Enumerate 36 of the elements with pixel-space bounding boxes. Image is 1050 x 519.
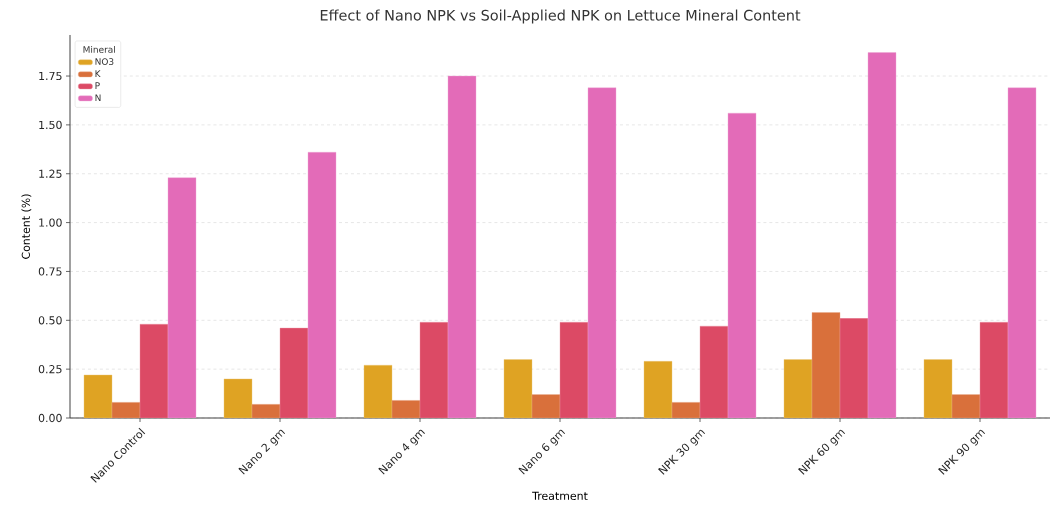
bar xyxy=(839,318,869,418)
bar xyxy=(1007,87,1037,418)
legend-label: NO3 xyxy=(95,58,114,65)
y-tick-label: 1.25 xyxy=(39,169,62,178)
bar xyxy=(447,75,477,418)
y-tick-label: 1.00 xyxy=(39,218,62,227)
bar xyxy=(811,312,841,418)
bar xyxy=(167,177,197,418)
bar xyxy=(727,112,757,418)
bar xyxy=(867,52,897,418)
bar xyxy=(559,322,589,418)
bar xyxy=(783,359,813,418)
y-axis-title: Content (%) xyxy=(21,194,32,259)
bar xyxy=(699,325,729,418)
y-tick-label: 0.00 xyxy=(38,413,62,423)
bar xyxy=(307,152,337,418)
bar xyxy=(363,365,393,418)
chart-title: Effect of Nano NPK vs Soil-Applied NPK on Lettuce Mineral Content xyxy=(320,9,801,24)
bar xyxy=(643,361,673,418)
legend-title: Mineral xyxy=(83,45,115,53)
bar xyxy=(279,327,309,418)
bar xyxy=(923,359,953,418)
bar xyxy=(587,87,617,418)
bar xyxy=(503,359,533,418)
bar xyxy=(419,322,449,418)
x-axis-title: Treatment xyxy=(532,491,588,501)
y-tick-label: 0.50 xyxy=(38,316,62,325)
legend-label: P xyxy=(95,82,100,89)
y-tick-label: 0.75 xyxy=(38,267,62,276)
bar xyxy=(139,324,169,418)
y-tick-label: 0.25 xyxy=(38,365,62,374)
legend-label: N xyxy=(95,94,101,101)
y-tick-label: 1.75 xyxy=(39,71,62,81)
legend-label: K xyxy=(95,70,101,77)
bar xyxy=(979,322,1009,418)
y-tick-label: 1.50 xyxy=(39,120,62,130)
